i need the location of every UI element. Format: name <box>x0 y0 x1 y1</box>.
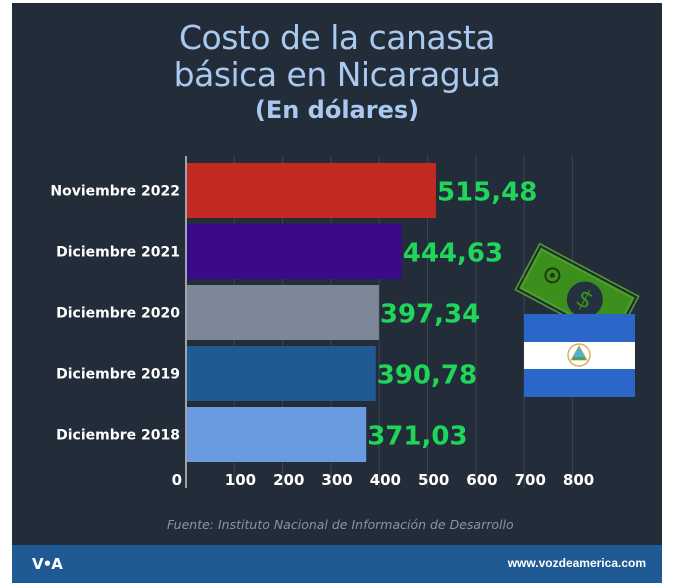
value-labels: 515,48 444,63 397,34 390,78 371,03 <box>367 178 537 452</box>
bar-chart: Noviembre 2022 Diciembre 2021 Diciembre 20… <box>50 156 640 489</box>
bar <box>187 285 379 340</box>
bar <box>187 224 402 279</box>
category-label: Diciembre 2018 <box>56 428 180 444</box>
x-tick-label: 200 <box>273 471 304 489</box>
category-label: Noviembre 2022 <box>50 184 180 200</box>
website-link[interactable]: www.vozdeamerica.com <box>507 556 646 570</box>
value-label: 515,48 <box>437 178 537 208</box>
source-note: Fuente: Instituto Nacional de Informació… <box>167 517 514 532</box>
infographic-panel: Costo de la canasta básica en Nicaragua … <box>12 3 662 583</box>
bar <box>187 346 376 401</box>
category-labels: Noviembre 2022 Diciembre 2021 Diciembre 20… <box>50 184 180 444</box>
value-label: 371,03 <box>367 422 467 452</box>
nicaragua-flag-icon <box>524 314 635 397</box>
value-label: 390,78 <box>377 361 477 391</box>
bars <box>187 163 436 462</box>
x-tick-label: 400 <box>370 471 401 489</box>
bar <box>187 407 367 462</box>
value-label: 397,34 <box>380 300 480 330</box>
x-tick-label: 600 <box>466 471 497 489</box>
voa-logo: V•A <box>32 555 63 573</box>
x-tick-label: 300 <box>321 471 352 489</box>
x-tick-label: 500 <box>418 471 449 489</box>
x-tick-label: 800 <box>563 471 594 489</box>
chart-title: Costo de la canasta básica en Nicaragua <box>12 19 662 93</box>
x-tick-label: 700 <box>515 471 546 489</box>
footer-bar: V•A www.vozdeamerica.com <box>12 545 662 583</box>
category-label: Diciembre 2020 <box>56 306 180 322</box>
title-line-1: Costo de la canasta <box>178 18 496 57</box>
x-tick-label: 0 <box>172 471 182 489</box>
x-tick-label: 100 <box>225 471 256 489</box>
category-label: Diciembre 2021 <box>56 245 180 261</box>
bar <box>187 163 436 218</box>
category-label: Diciembre 2019 <box>56 367 180 383</box>
value-label: 444,63 <box>403 239 503 269</box>
title-line-2: básica en Nicaragua <box>173 55 501 94</box>
chart-subtitle: (En dólares) <box>254 96 420 124</box>
x-tick-labels: 0 100 200 300 400 500 600 700 800 <box>172 471 595 489</box>
